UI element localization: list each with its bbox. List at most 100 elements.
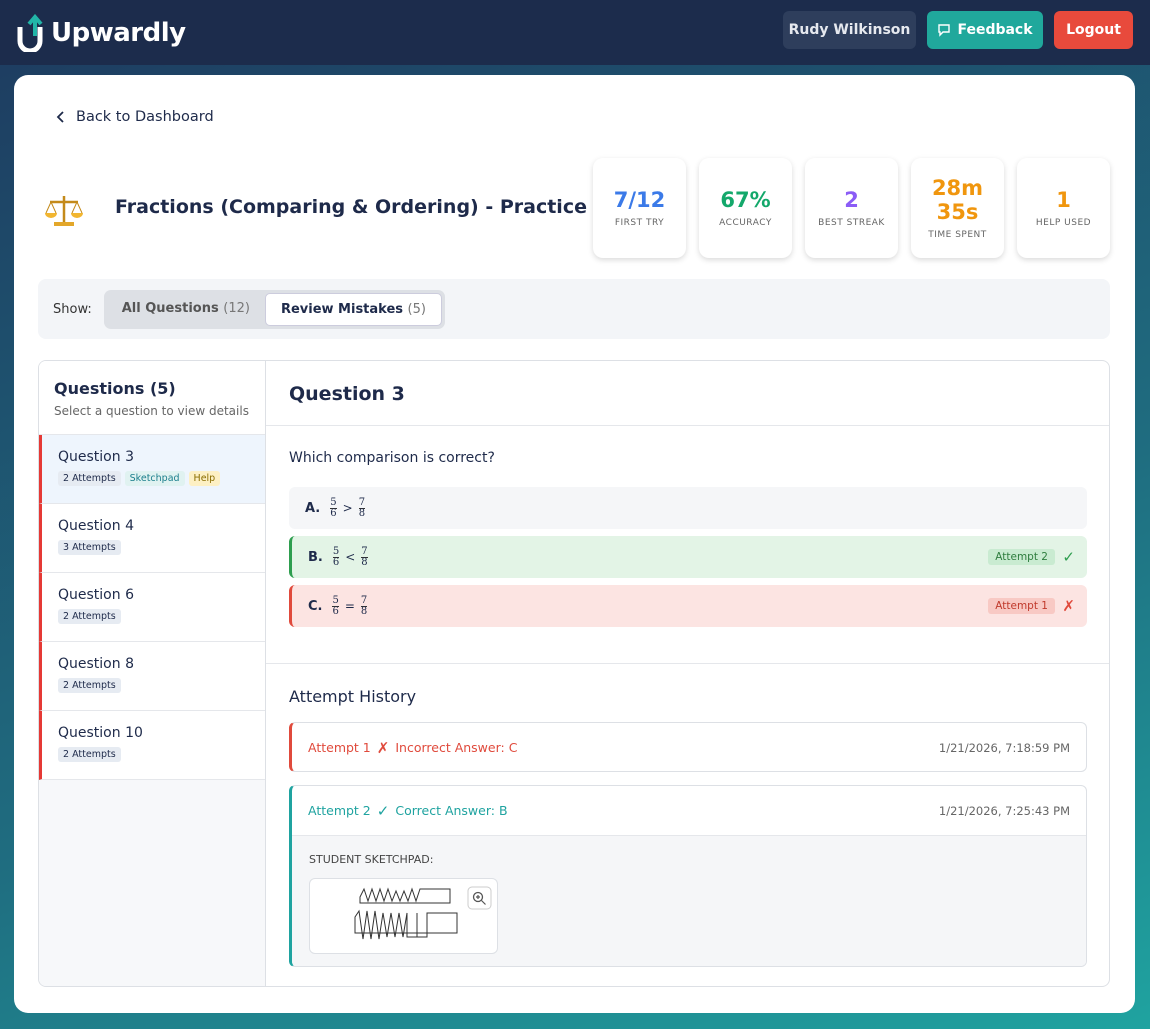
operator: > bbox=[342, 501, 353, 515]
option-letter: C. bbox=[308, 598, 323, 614]
question-item[interactable]: Question 8 2 Attempts bbox=[39, 642, 265, 711]
tab-count: (12) bbox=[223, 300, 250, 316]
question-item[interactable]: Question 4 3 Attempts bbox=[39, 504, 265, 573]
zoom-button[interactable] bbox=[467, 886, 492, 910]
numerator: 5 bbox=[330, 496, 337, 509]
back-label: Back to Dashboard bbox=[76, 109, 214, 125]
operator: = bbox=[344, 599, 355, 613]
divider bbox=[266, 663, 1109, 664]
quiz-title[interactable]: Fractions (Comparing & Ordering) - Pract… bbox=[115, 196, 632, 218]
attempt-icon: ✓ bbox=[376, 801, 390, 820]
chat-icon bbox=[938, 24, 951, 37]
option-letter: B. bbox=[308, 549, 323, 565]
numerator: 7 bbox=[358, 496, 366, 509]
tags: 2 Attempts bbox=[58, 672, 249, 693]
attempt-icon: ✗ bbox=[376, 738, 390, 757]
denominator: 6 bbox=[332, 556, 340, 568]
answer-option: B. 5 6 <7 8 Attempt 2 ✓ bbox=[289, 536, 1087, 578]
denominator: 8 bbox=[361, 556, 368, 568]
prompt: Which comparison is correct? bbox=[289, 450, 495, 466]
tab-label: Review Mistakes bbox=[280, 301, 404, 317]
question-panel: Questions (5) Select a question to view … bbox=[38, 360, 1110, 987]
back-link[interactable]: Back to Dashboard bbox=[56, 109, 214, 125]
attempt-time: 1/21/2026, 7:18:59 PM bbox=[938, 740, 1070, 755]
tags: 2 Attempts Sketchpad Help bbox=[58, 465, 249, 486]
sidebar: Questions (5) Select a question to view … bbox=[39, 361, 266, 986]
detail-title: Question 3 bbox=[266, 361, 1109, 426]
denominator: 8 bbox=[358, 507, 366, 519]
tags: 2 Attempts bbox=[58, 603, 249, 624]
stat-label: FIRST TRY bbox=[614, 218, 665, 228]
scales-icon bbox=[45, 196, 83, 226]
numerator: 5 bbox=[332, 545, 340, 558]
stat-card: 67% ACCURACY bbox=[699, 158, 792, 258]
question-label: Question 10 bbox=[58, 725, 143, 741]
attempt-header: Attempt 1 ✗ Incorrect Answer: C 1/21/2026, … bbox=[292, 723, 1086, 771]
numerator: 7 bbox=[360, 594, 368, 607]
numerator: 5 bbox=[332, 594, 339, 607]
attempt-badge: Attempt 2 bbox=[988, 549, 1055, 565]
tags: 3 Attempts bbox=[58, 534, 249, 555]
tag: 2 Attempts bbox=[58, 747, 121, 762]
answer-option: C. 5 6 = 7 8 Attempt 1 ✗ bbox=[289, 585, 1087, 627]
denominator: 6 bbox=[330, 507, 337, 519]
sketch-drawing bbox=[354, 886, 492, 940]
tab-label: All Questions bbox=[121, 300, 219, 316]
tag: 2 Attempts bbox=[58, 471, 121, 486]
stat-label: ACCURACY bbox=[719, 218, 772, 228]
operator: < bbox=[345, 550, 356, 564]
stat-card: 2 BEST STREAK bbox=[805, 158, 898, 258]
attempt-result: Correct Answer: B bbox=[395, 803, 508, 818]
filter-bar: Show: All Questions (12) Review Mistakes (… bbox=[38, 279, 1110, 339]
logout-button[interactable]: Logout bbox=[1054, 11, 1133, 49]
sketchpad[interactable] bbox=[309, 878, 498, 954]
stat-value: 7/12 bbox=[613, 188, 666, 212]
stat-value: 28m 35s bbox=[931, 176, 984, 224]
user-button[interactable]: Rudy Wilkinson bbox=[783, 11, 916, 49]
question-item[interactable]: Question 10 2 Attempts bbox=[39, 711, 265, 780]
answer-option: A. 5 6 >7 8 bbox=[289, 487, 1087, 529]
sidebar-title: Questions (5) bbox=[54, 379, 176, 398]
denominator: 8 bbox=[360, 605, 368, 617]
stat-value: 2 bbox=[844, 188, 859, 212]
tag: 2 Attempts bbox=[58, 609, 121, 624]
feedback-label: Feedback bbox=[957, 22, 1033, 38]
brand: Upwardly bbox=[51, 17, 186, 48]
history-title: Attempt History bbox=[289, 687, 417, 706]
tag: Help bbox=[188, 471, 221, 486]
attempt-time: 1/21/2026, 7:25:43 PM bbox=[938, 803, 1070, 818]
main-card: Back to Dashboard Fractions (Comparing &… bbox=[14, 75, 1135, 1013]
question-detail: Question 3 Which comparison is correct? … bbox=[266, 361, 1109, 986]
question-label: Question 6 bbox=[58, 587, 134, 603]
feedback-button[interactable]: Feedback bbox=[927, 11, 1043, 49]
attempt-result: Incorrect Answer: C bbox=[395, 740, 518, 755]
tab-count: (5) bbox=[407, 301, 426, 317]
tag: 3 Attempts bbox=[58, 540, 121, 555]
option-letter: A. bbox=[305, 500, 321, 516]
attempt-label: Attempt 2 bbox=[308, 803, 371, 818]
stat-label: BEST STREAK bbox=[818, 218, 885, 228]
sketch-label: STUDENT SKETCHPAD: bbox=[309, 853, 434, 866]
question-item[interactable]: Question 6 2 Attempts bbox=[39, 573, 265, 642]
filter-tab[interactable]: All Questions (12) bbox=[107, 293, 265, 326]
header: Upwardly Rudy Wilkinson Feedback Logout bbox=[0, 0, 1150, 65]
stat-card: 1 HELP USED bbox=[1017, 158, 1110, 258]
tag: 2 Attempts bbox=[58, 678, 121, 693]
sidebar-header: Questions (5) Select a question to view … bbox=[39, 361, 265, 435]
tabs: All Questions (12) Review Mistakes (5) bbox=[103, 289, 445, 329]
stat-label: TIME SPENT bbox=[928, 230, 987, 240]
attempt-card: Attempt 2 ✓ Correct Answer: B 1/21/2026, 7:… bbox=[289, 785, 1087, 967]
sketch-section: STUDENT SKETCHPAD: bbox=[292, 835, 1086, 966]
attempt-label: Attempt 1 bbox=[308, 740, 371, 755]
attempt-badge: Attempt 1 bbox=[988, 598, 1055, 614]
filter-tab[interactable]: Review Mistakes (5) bbox=[264, 292, 442, 326]
denominator: 6 bbox=[332, 605, 339, 617]
